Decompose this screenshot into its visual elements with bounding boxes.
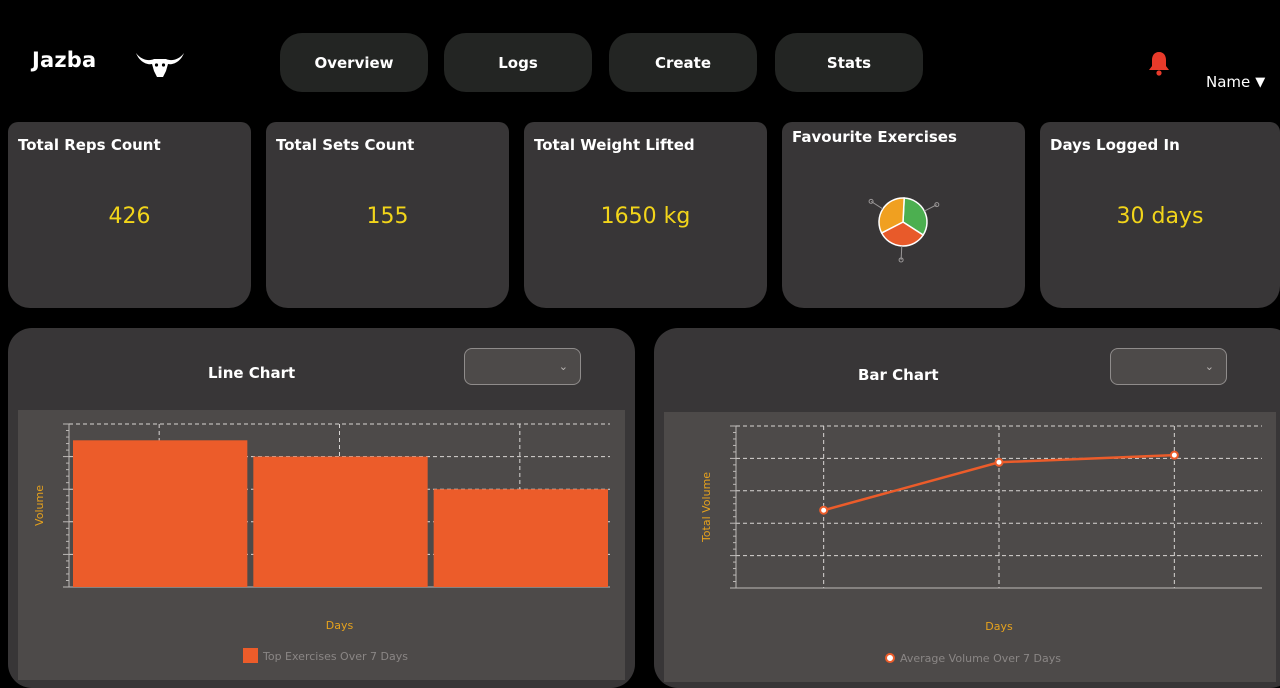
bar — [73, 440, 248, 587]
nav-stats[interactable]: Stats — [775, 33, 923, 92]
nav-overview[interactable]: Overview — [280, 33, 428, 92]
card-value: 1650 kg — [600, 204, 691, 229]
card-value: 155 — [366, 204, 409, 229]
bell-icon[interactable] — [1148, 50, 1170, 76]
legend-swatch — [243, 648, 258, 663]
legend-swatch — [885, 653, 895, 663]
bar — [433, 489, 608, 587]
card-total-reps: Total Reps Count 426 — [8, 122, 251, 308]
line-chart: Total Volume Days Average Volume Over 7 Da… — [700, 425, 1262, 665]
legend-label: Average Volume Over 7 Days — [900, 652, 1061, 665]
bar-chart-panel: Bar Chart ⌄ Total Volume Days Average Volu… — [654, 328, 1280, 688]
panel-title: Line Chart — [208, 364, 296, 382]
card-title: Favourite Exercises — [792, 128, 957, 146]
data-point — [1169, 450, 1179, 460]
chevron-down-icon: ⌄ — [1204, 360, 1214, 373]
card-days-logged: Days Logged In 30 days — [1040, 122, 1280, 308]
pie-leader-dot — [898, 257, 904, 263]
caret-down-icon: ▼ — [1255, 74, 1266, 90]
card-title: Total Reps Count — [18, 136, 161, 154]
bull-skull-icon — [136, 53, 184, 77]
favourite-exercises-pie — [868, 197, 940, 263]
chart-range-select[interactable]: ⌄ — [464, 348, 581, 385]
chevron-down-icon: ⌄ — [558, 360, 568, 373]
bar-chart: Volume Days Top Exercises Over 7 Days — [33, 423, 610, 663]
y-axis-label: Volume — [33, 485, 46, 526]
user-name: Name — [1206, 73, 1251, 91]
nav-create[interactable]: Create — [609, 33, 757, 92]
legend-label: Top Exercises Over 7 Days — [262, 650, 408, 663]
brand-name: Jazba — [32, 48, 97, 72]
card-total-weight: Total Weight Lifted 1650 kg — [524, 122, 767, 308]
nav-logs[interactable]: Logs — [444, 33, 592, 92]
plot-area: Volume Days Top Exercises Over 7 Days — [18, 410, 625, 680]
plot-area: Total Volume Days Average Volume Over 7 Da… — [664, 412, 1276, 682]
chart-range-select[interactable]: ⌄ — [1110, 348, 1227, 385]
bar — [253, 456, 428, 587]
line-chart-panel: Line Chart ⌄ Volume Days Top Exercises Ove… — [8, 328, 635, 688]
data-point — [819, 505, 829, 515]
card-title: Total Weight Lifted — [534, 136, 695, 154]
x-axis-label: Days — [326, 619, 354, 632]
y-axis-label: Total Volume — [700, 472, 713, 543]
card-total-sets: Total Sets Count 155 — [266, 122, 509, 308]
panel-title: Bar Chart — [858, 366, 939, 384]
card-favourite-exercises: Favourite Exercises — [782, 122, 1025, 308]
pie-slice — [878, 197, 905, 234]
data-point — [994, 457, 1004, 467]
card-value: 426 — [108, 204, 151, 229]
x-axis-label: Days — [985, 620, 1013, 633]
pie-leader-dot — [934, 202, 940, 208]
user-menu[interactable]: Name ▼ — [1206, 73, 1265, 91]
card-title: Days Logged In — [1050, 136, 1180, 154]
card-title: Total Sets Count — [276, 136, 415, 154]
pie-leader-dot — [868, 198, 874, 204]
card-value: 30 days — [1116, 204, 1204, 229]
